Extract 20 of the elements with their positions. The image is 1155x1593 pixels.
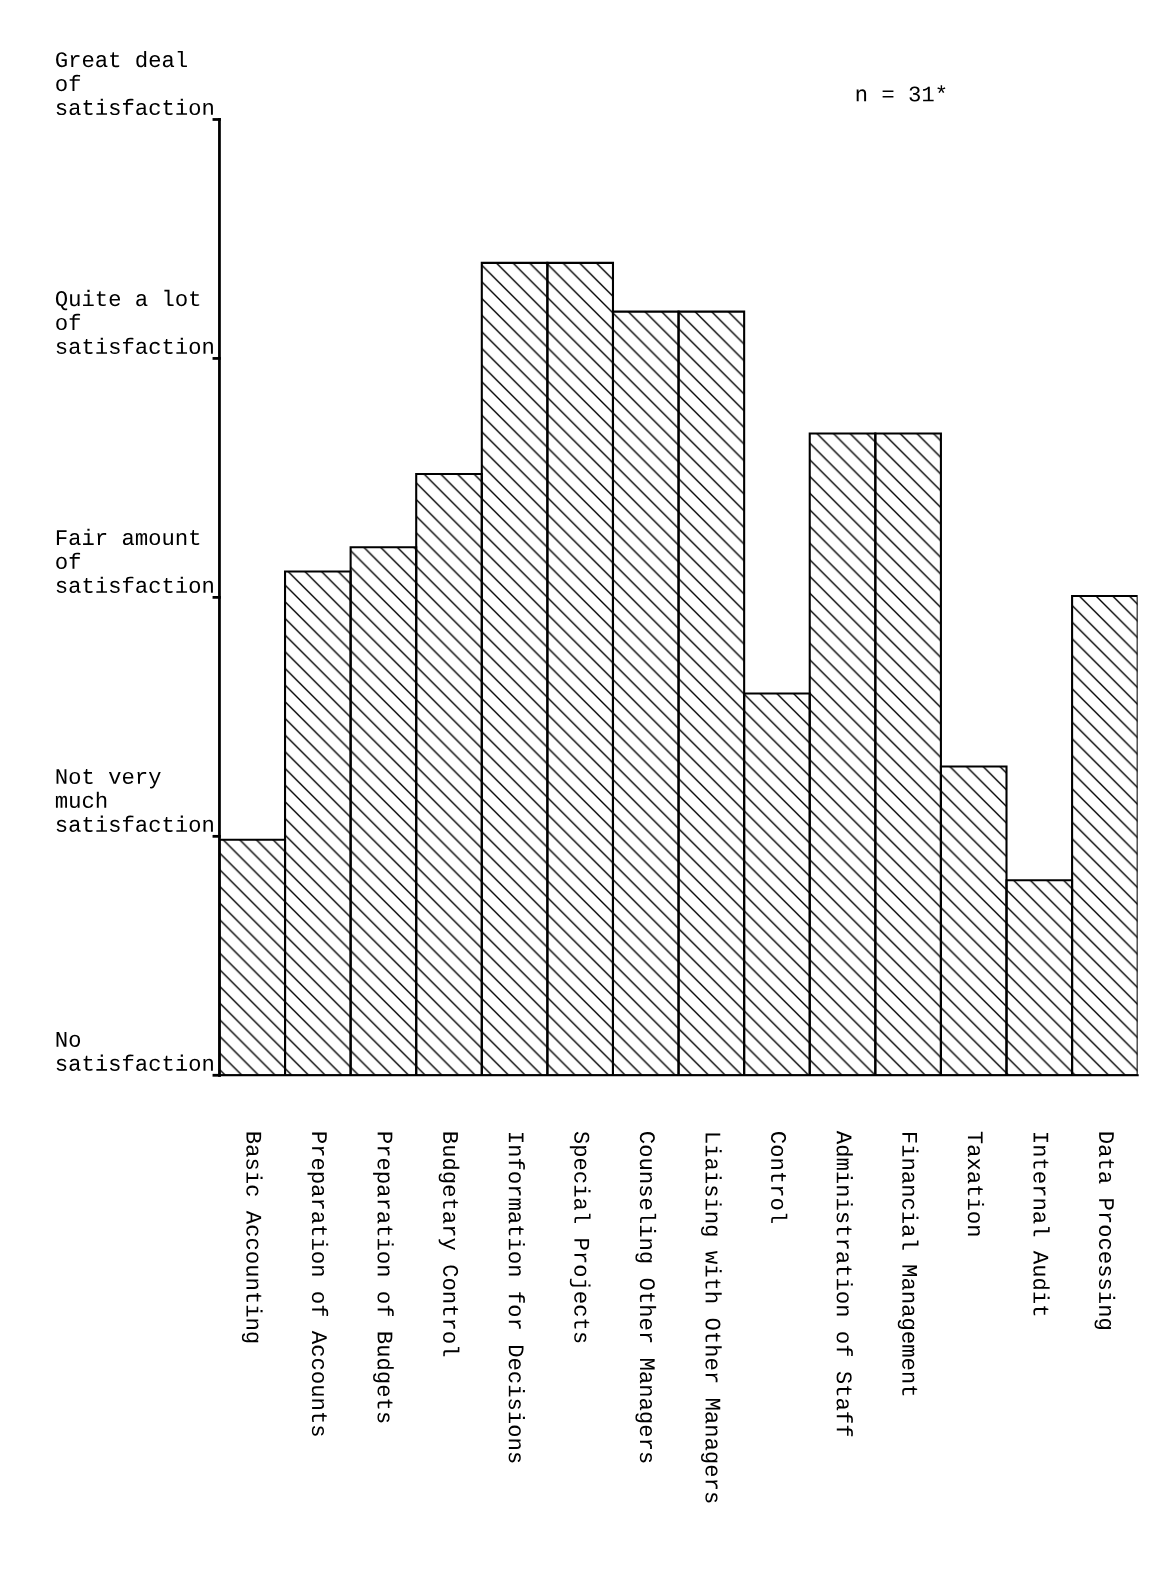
x-tick-label: Information for Decisions <box>508 1133 525 1463</box>
x-tick-label: Taxation <box>967 1131 985 1236</box>
x-tick-label: Budgetary Control <box>438 1132 460 1357</box>
x-tick-label: Data Processing <box>1094 1132 1116 1329</box>
x-tick-label: Control <box>770 1132 788 1223</box>
x-tick-label: Preparation of Accounts <box>307 1132 329 1436</box>
text: Fair amount of satisfaction <box>56 528 213 593</box>
x-tick-label: Special Projects <box>569 1131 591 1343</box>
text: No satisfaction <box>56 1032 213 1071</box>
text: Quite a lot of satisfaction <box>55 289 213 355</box>
x-tick-label: Counseling Other Managers <box>635 1132 657 1463</box>
x-tick-label: Financial Management <box>897 1132 919 1396</box>
text: n = 31* <box>856 85 946 102</box>
x-tick-label: Preparation of Budgets <box>373 1132 394 1423</box>
text: Not very much satisfaction <box>55 769 213 832</box>
x-tick-label: Administration of Staff <box>836 1130 853 1437</box>
x-tick-label: Basic Accounting <box>241 1132 263 1343</box>
x-tick-label: Internal Audit <box>1033 1133 1050 1316</box>
text: Great deal of satisfaction <box>56 50 213 116</box>
x-tick-label: Liaising with Other Managers <box>701 1133 722 1503</box>
